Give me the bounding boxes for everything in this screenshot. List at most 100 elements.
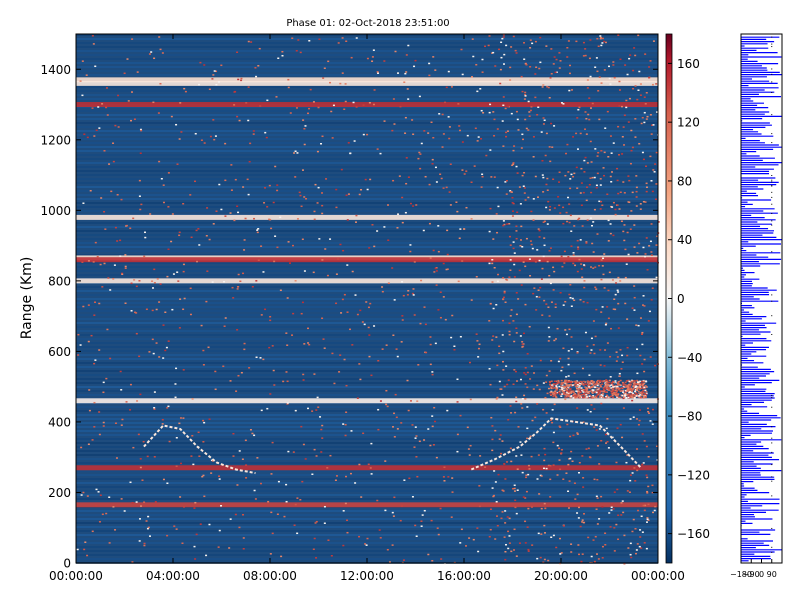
heatmap-row [76, 70, 658, 72]
heatmap-cell [502, 224, 505, 227]
heatmap-cell [577, 506, 580, 509]
heatmap-cell [294, 150, 297, 153]
heatmap-cell [327, 60, 330, 63]
heatmap-cell [134, 311, 137, 314]
heatmap-cell [523, 42, 526, 44]
heatmap-cell [161, 423, 164, 425]
heatmap-cell [138, 518, 141, 520]
heatmap-cell [612, 201, 615, 204]
heatmap-cell [361, 321, 364, 323]
heatmap-cell [126, 58, 129, 60]
heatmap-cell [576, 512, 579, 514]
heatmap-cell [593, 176, 596, 179]
heatmap-cell [633, 384, 636, 386]
heatmap-cell [492, 111, 495, 113]
heatmap-cell [110, 190, 113, 193]
heatmap-cell [590, 191, 593, 194]
heatmap-cell [582, 477, 585, 479]
heatmap-cell [635, 324, 638, 326]
heatmap-cell [430, 519, 433, 522]
heatmap-cell [515, 455, 518, 457]
heatmap-row [76, 118, 658, 120]
heatmap-cell [281, 50, 284, 53]
heatmap-cell [600, 311, 603, 313]
heatmap-cell [407, 176, 410, 178]
heatmap-cell [135, 332, 138, 335]
heatmap-cell [652, 511, 655, 514]
heatmap-cell [620, 368, 623, 370]
heatmap-cell [341, 298, 344, 301]
heatmap-cell [383, 60, 386, 62]
heatmap-cell [321, 317, 324, 320]
heatmap-cell [601, 37, 604, 40]
heatmap-cell [622, 126, 625, 128]
heatmap-row [76, 322, 658, 324]
heatmap-cell [611, 503, 614, 505]
heatmap-cell [644, 103, 647, 105]
heatmap-cell [542, 117, 545, 119]
heatmap-cell [574, 393, 577, 395]
heatmap-cell [522, 332, 525, 335]
heatmap-cell [579, 395, 582, 397]
heatmap-cell [239, 280, 242, 283]
heatmap-cell [277, 57, 280, 60]
heatmap-cell [507, 418, 510, 421]
heatmap-cell [296, 218, 299, 220]
heatmap-cell [525, 474, 528, 476]
heatmap-cell [287, 78, 290, 81]
heatmap-cell [191, 398, 194, 400]
heatmap-row [76, 62, 658, 64]
heatmap-cell [197, 228, 200, 230]
heatmap-cell [397, 72, 400, 74]
heatmap-cell [427, 428, 430, 430]
heatmap-cell [393, 412, 396, 415]
heatmap-cell [653, 509, 656, 512]
heatmap-cell [608, 396, 611, 399]
heatmap-cell [589, 382, 592, 384]
heatmap-cell [617, 396, 620, 399]
heatmap-cell [80, 494, 83, 496]
heatmap-cell [537, 454, 540, 456]
heatmap-cell [413, 261, 416, 263]
heatmap-cell [371, 60, 374, 62]
heatmap-cell [655, 445, 658, 448]
heatmap-cell [616, 396, 619, 398]
heatmap-cell [479, 88, 482, 90]
heatmap-cell [316, 202, 319, 204]
heatmap-cell [97, 106, 100, 108]
heatmap-cell [307, 342, 310, 344]
heatmap-cell [595, 308, 598, 311]
heatmap-cell [554, 396, 557, 398]
heatmap-cell [515, 399, 518, 401]
heatmap-cell [271, 441, 274, 444]
heatmap-row [76, 386, 658, 388]
heatmap-cell [530, 455, 533, 458]
heatmap-cell [143, 501, 146, 503]
heatmap-cell [438, 113, 441, 115]
heatmap-cell [253, 434, 256, 437]
heatmap-row [76, 238, 658, 240]
heatmap-cell [363, 323, 366, 326]
heatmap-cell [610, 390, 613, 392]
heatmap-cell [504, 550, 507, 553]
heatmap-row [76, 454, 658, 456]
heatmap-cell [604, 385, 607, 388]
heatmap-cell [612, 61, 615, 63]
heatmap-cell [356, 313, 359, 316]
heatmap-cell [578, 385, 581, 387]
heatmap-cell [527, 548, 530, 551]
heatmap-cell [513, 276, 516, 278]
heatmap-cell [575, 381, 578, 384]
heatmap-cell [583, 393, 586, 396]
heatmap-cell [605, 380, 608, 383]
heatmap-cell [549, 383, 552, 386]
heatmap-cell [509, 66, 512, 69]
heatmap-row [76, 250, 658, 252]
heatmap-cell [589, 140, 592, 143]
heatmap-cell [612, 234, 615, 237]
heatmap-cell [534, 96, 537, 99]
heatmap-cell [589, 75, 592, 78]
heatmap-cell [165, 346, 168, 349]
heatmap-cell [459, 335, 462, 338]
heatmap-row [76, 330, 658, 332]
